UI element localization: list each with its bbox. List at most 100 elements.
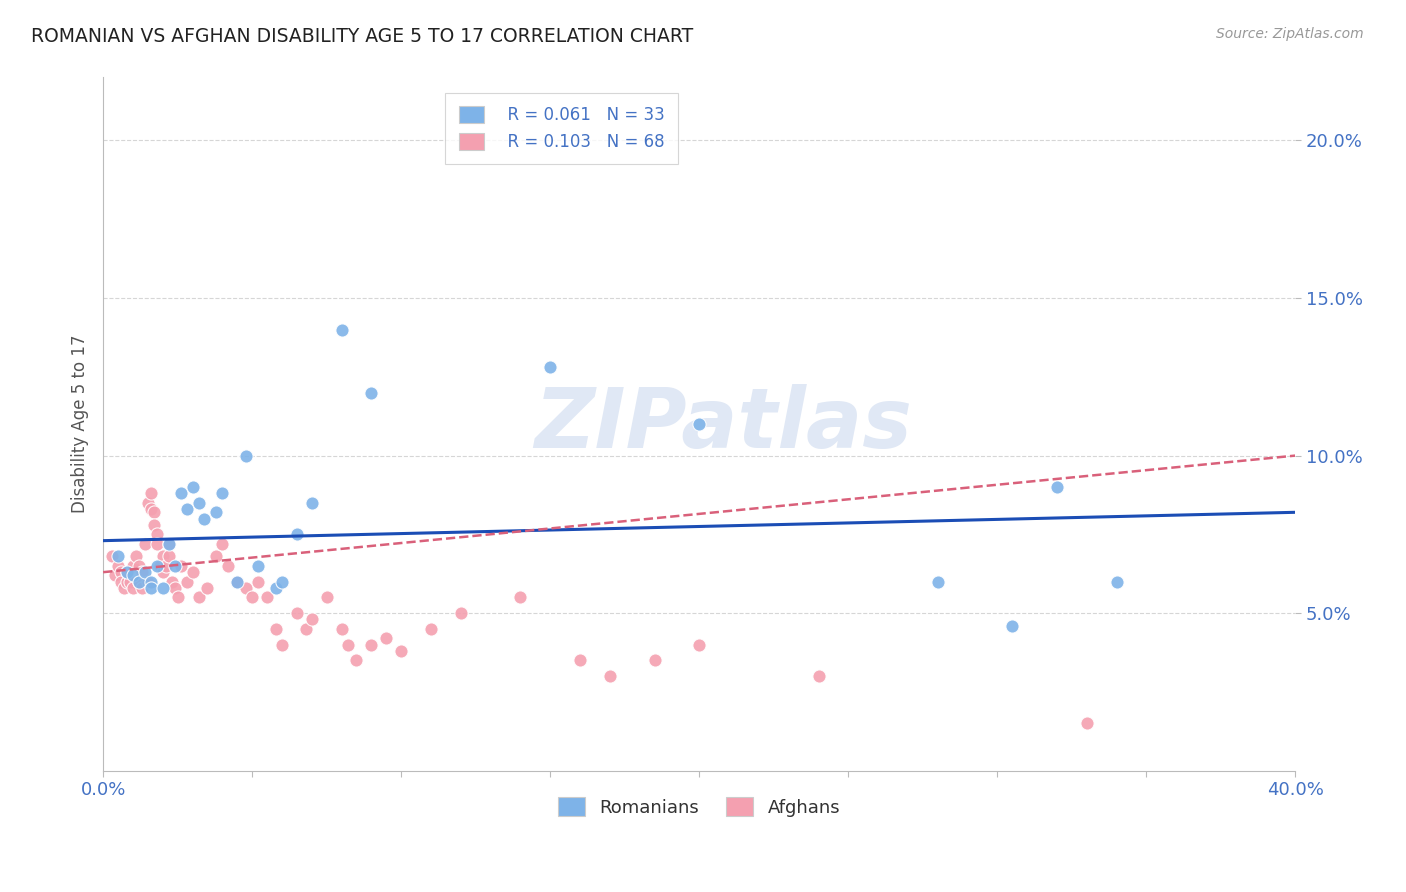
Point [256,591,278,605]
Point [205,549,228,564]
Point [163,581,186,595]
Point [217,558,239,573]
Point [330,622,353,636]
Point [187,591,209,605]
Point [169,486,191,500]
Point [211,537,233,551]
Point [142,517,165,532]
Legend: Romanians, Afghans: Romanians, Afghans [551,790,848,824]
Point [134,537,156,551]
Point [360,638,382,652]
Text: ROMANIAN VS AFGHAN DISABILITY AGE 5 TO 17 CORRELATION CHART: ROMANIAN VS AFGHAN DISABILITY AGE 5 TO 1… [31,27,693,45]
Point [146,558,169,573]
Point [644,653,666,667]
Point [336,638,359,652]
Point [264,622,287,636]
Point [1046,480,1069,494]
Point [115,565,138,579]
Point [235,449,257,463]
Point [157,549,180,564]
Point [285,606,308,620]
Point [181,480,204,494]
Point [235,581,257,595]
Point [271,638,294,652]
Point [264,581,287,595]
Point [301,612,323,626]
Point [122,568,145,582]
Point [346,653,368,667]
Point [169,558,191,573]
Point [110,565,132,579]
Point [163,558,186,573]
Point [1105,574,1128,589]
Point [134,565,156,579]
Point [139,502,162,516]
Point [1001,619,1024,633]
Point [1076,716,1098,731]
Point [187,496,209,510]
Point [139,486,162,500]
Point [315,591,337,605]
Point [157,537,180,551]
Point [226,574,249,589]
Point [569,653,592,667]
Point [247,558,270,573]
Point [205,505,228,519]
Point [128,558,150,573]
Point [104,568,127,582]
Point [101,549,124,564]
Point [122,558,145,573]
Point [688,417,710,431]
Point [146,537,169,551]
Point [240,591,263,605]
Point [211,486,233,500]
Point [285,527,308,541]
Point [122,581,145,595]
Y-axis label: Disability Age 5 to 17: Disability Age 5 to 17 [72,334,89,513]
Point [155,558,177,573]
Point [509,591,531,605]
Point [599,669,621,683]
Point [149,558,172,573]
Point [107,558,129,573]
Point [330,322,353,336]
Point [128,574,150,589]
Point [110,574,132,589]
Point [142,505,165,519]
Point [146,527,169,541]
Point [115,574,138,589]
Text: Source: ZipAtlas.com: Source: ZipAtlas.com [1216,27,1364,41]
Point [131,565,153,579]
Point [136,574,159,589]
Point [176,574,198,589]
Point [139,574,162,589]
Point [193,511,215,525]
Point [139,581,162,595]
Point [807,669,830,683]
Point [375,632,398,646]
Point [420,622,443,636]
Point [152,549,174,564]
Point [360,385,382,400]
Point [136,496,159,510]
Point [128,574,150,589]
Point [271,574,294,589]
Point [131,581,153,595]
Point [107,549,129,564]
Point [152,581,174,595]
Point [226,574,249,589]
Point [157,537,180,551]
Point [176,502,198,516]
Point [118,574,141,589]
Point [125,549,148,564]
Text: ZIPatlas: ZIPatlas [534,384,912,465]
Point [927,574,949,589]
Point [389,644,412,658]
Point [688,638,710,652]
Point [112,581,135,595]
Point [301,496,323,510]
Point [160,574,183,589]
Point [152,565,174,579]
Point [197,581,219,595]
Point [295,622,318,636]
